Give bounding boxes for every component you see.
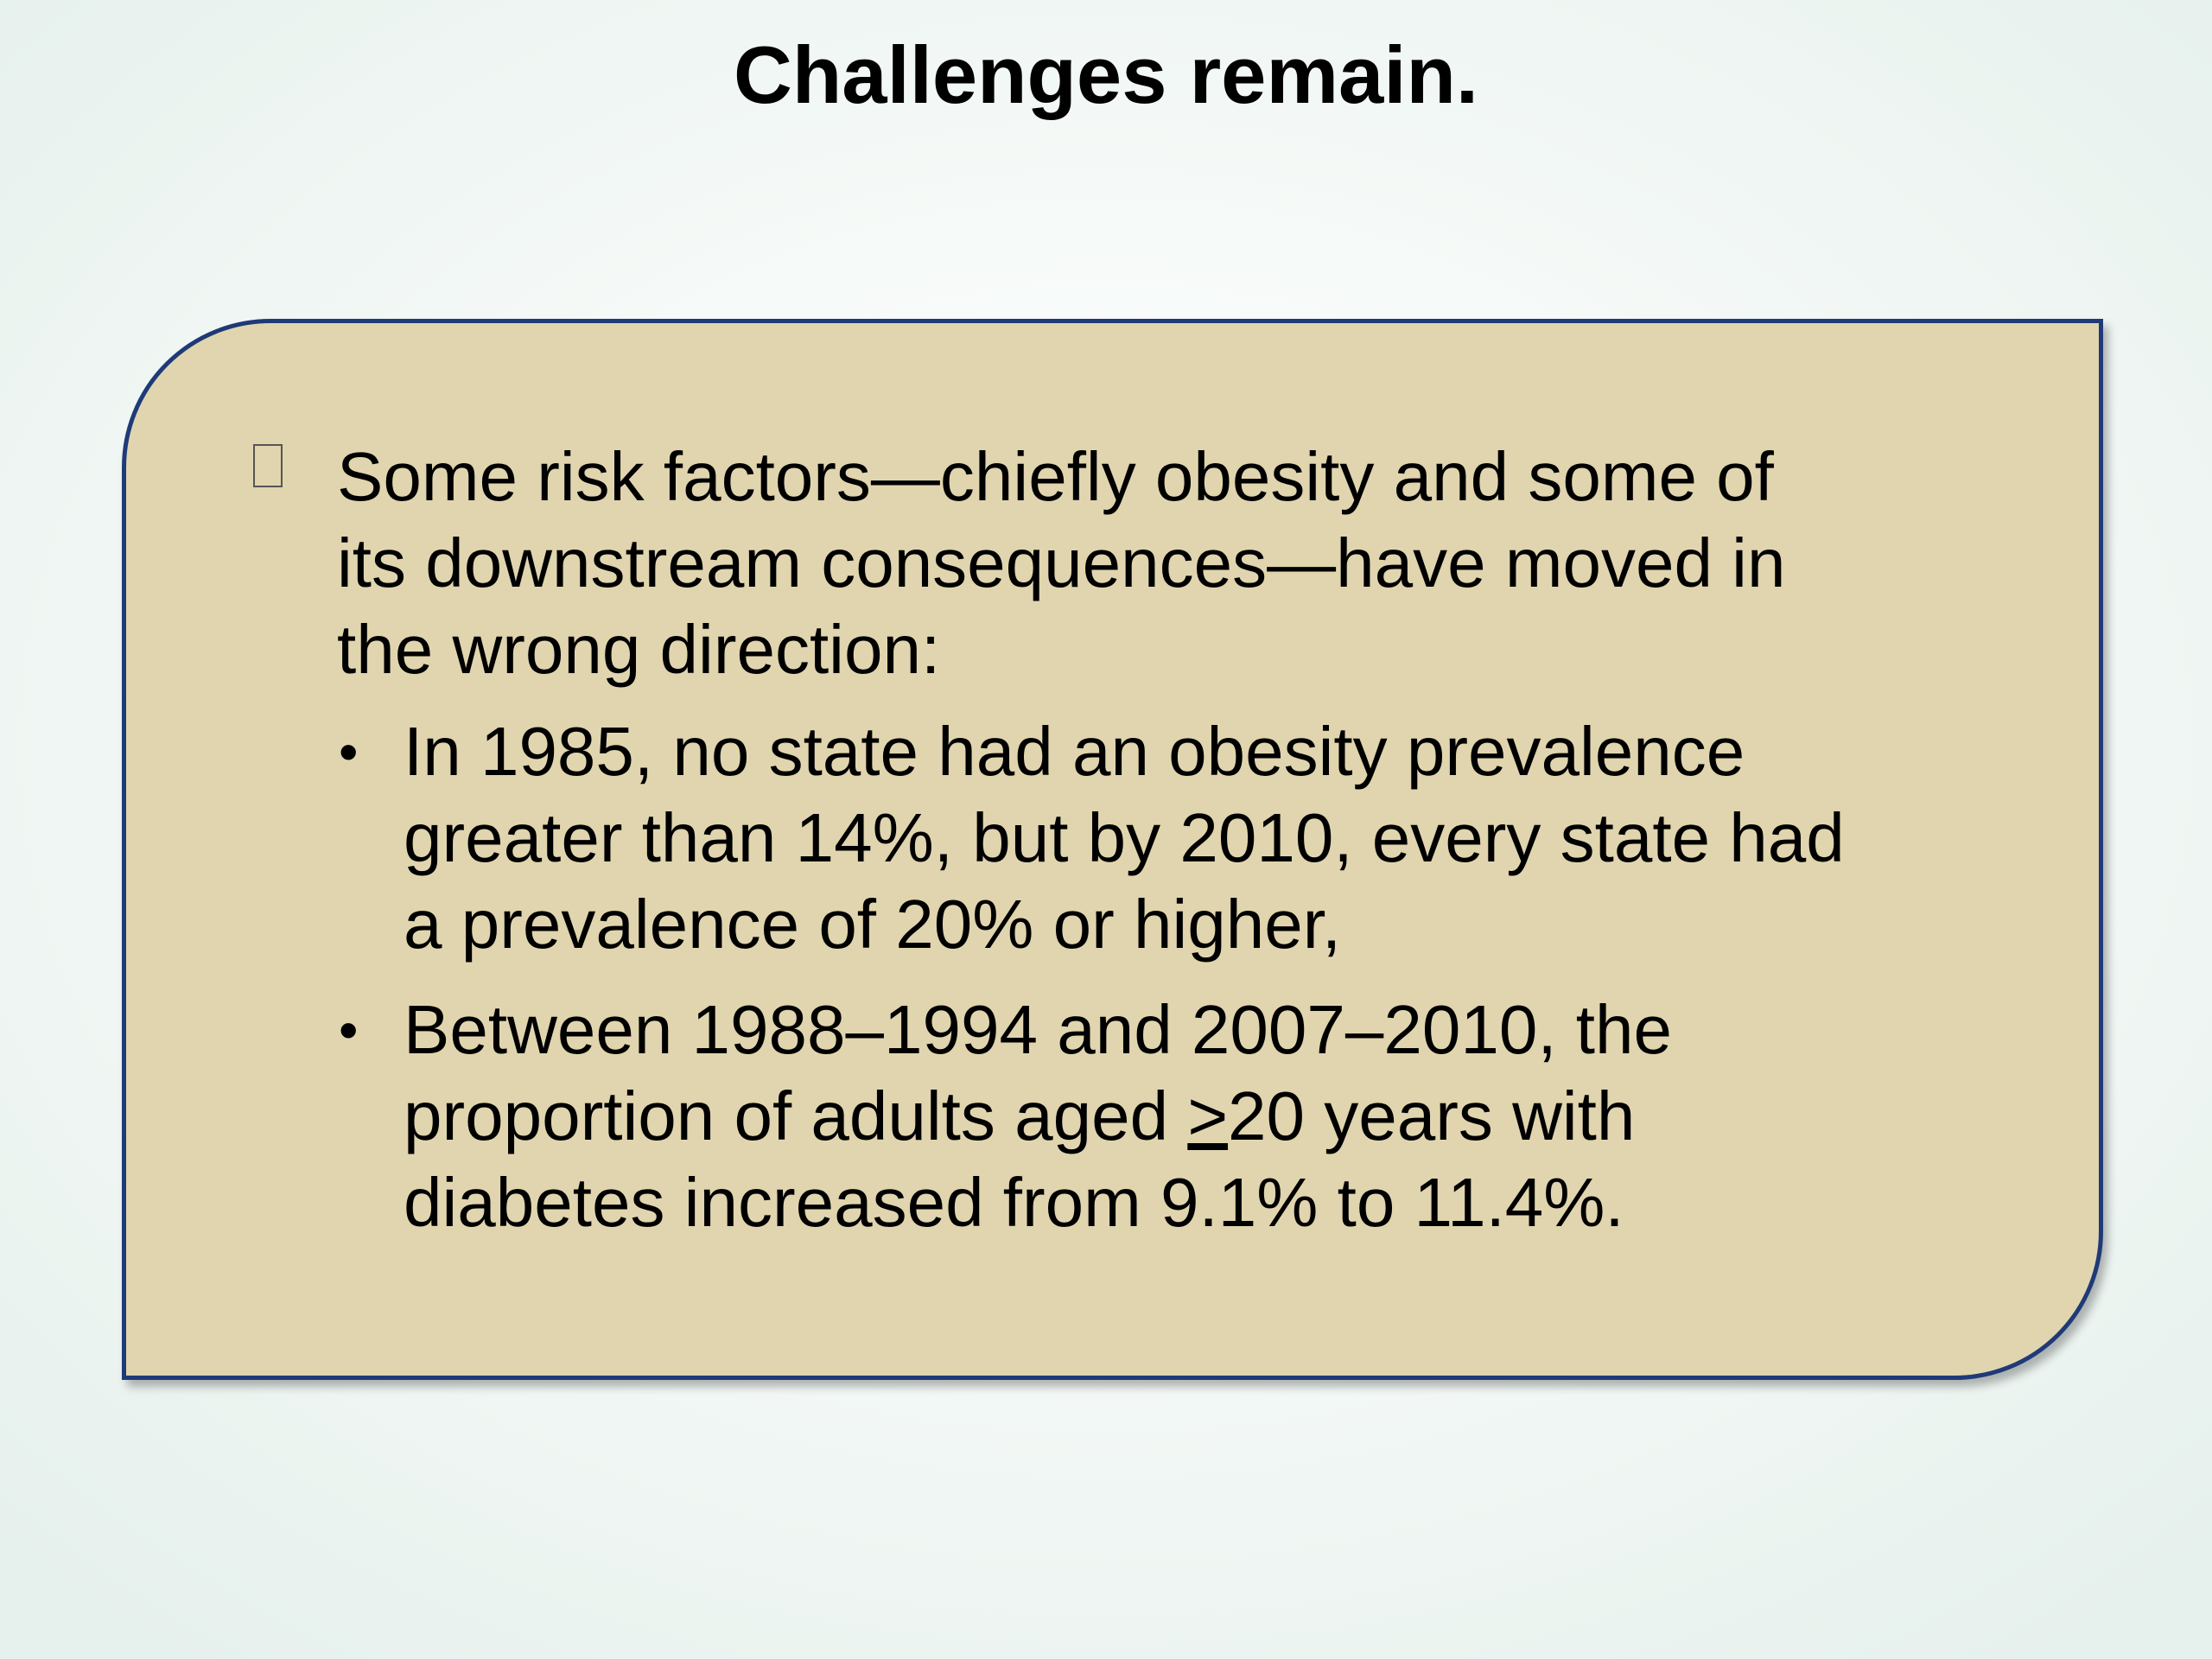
sub-point-2: • Between 1988–1994 and 2007–2010, the p…: [253, 987, 1895, 1246]
sub-bullet-2-symbol: •: [339, 999, 359, 1061]
sub-point-list: • In 1985, no state had an obesity preva…: [253, 709, 1895, 1246]
missing-glyph-bullet-icon: [253, 444, 283, 487]
content-box: Some risk factors—chiefly obesity and so…: [122, 319, 2103, 1380]
sub-point-1-text: In 1985, no state had an obesity prevale…: [404, 713, 1845, 963]
sub-point-2-text: Between 1988–1994 and 2007–2010, the pro…: [404, 987, 1895, 1246]
sub-bullet-1: •: [339, 721, 359, 783]
main-point: Some risk factors—chiefly obesity and so…: [253, 434, 1895, 1265]
sub-point-2-text-end: 20 years with diabetes increased from 9.…: [404, 1077, 1636, 1241]
sub-point-2-text-start: Between 1988–1994 and 2007–2010, the pro…: [404, 991, 1673, 1154]
main-point-text: Some risk factors—chiefly obesity and so…: [337, 438, 1786, 688]
sub-point-1: • In 1985, no state had an obesity preva…: [253, 709, 1895, 968]
slide-title: Challenges remain.: [734, 29, 1478, 120]
greater-equal-symbol: >: [1187, 1077, 1229, 1154]
